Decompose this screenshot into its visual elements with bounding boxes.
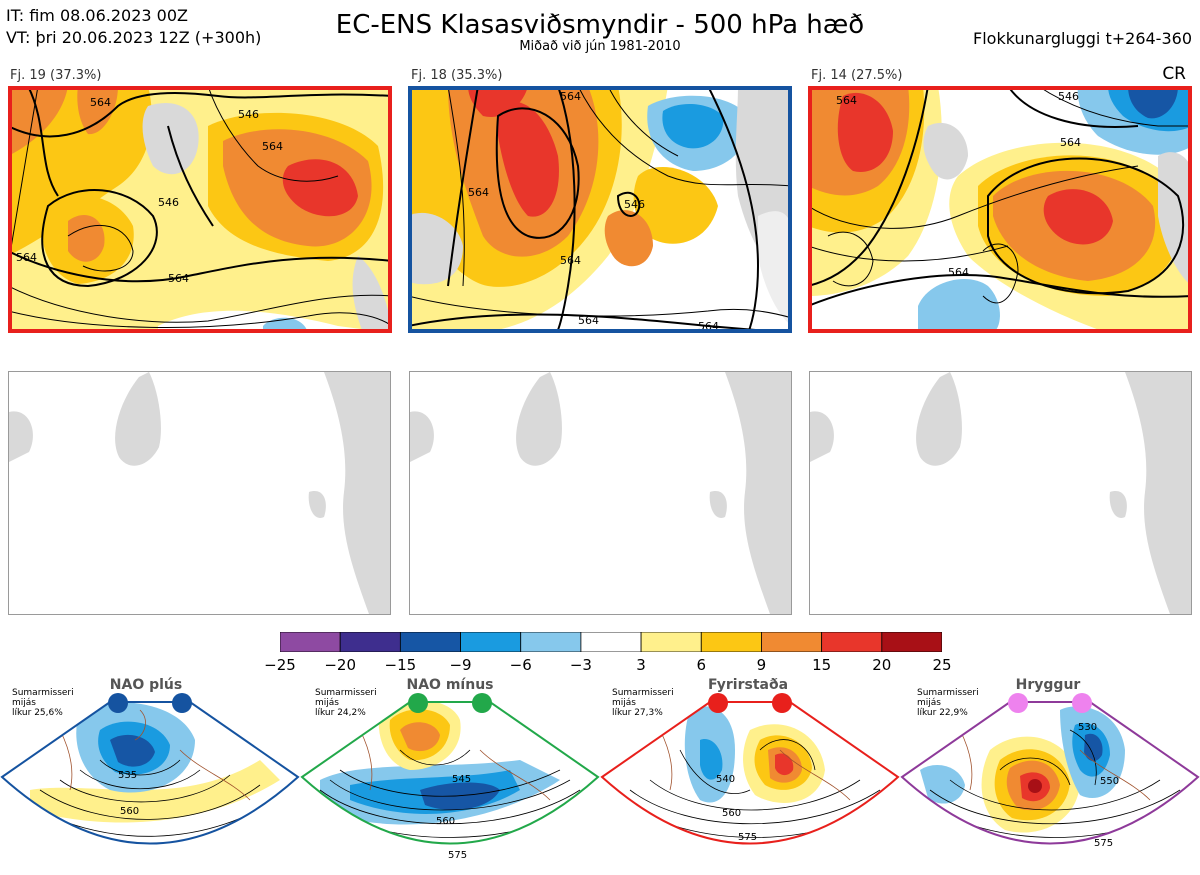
colorbar-swatch xyxy=(279,631,341,653)
empty-map-1 xyxy=(8,371,391,615)
regime-2-contour-label: 560 xyxy=(436,816,455,827)
regime-marker-dot xyxy=(1008,693,1028,713)
colorbar-tick-label: −25 xyxy=(264,656,296,674)
regime-3-note: Sumarmisseri mijás líkur 27,3% xyxy=(612,688,674,718)
regime-row: 535 560 545 560 575 xyxy=(0,690,1200,871)
regime-marker-dot xyxy=(172,693,192,713)
regime-note-line: mijás xyxy=(612,698,636,708)
panel-3-tag: CR xyxy=(1162,64,1186,84)
regime-note-line: líkur 24,2% xyxy=(315,708,366,718)
page-title: EC-ENS Klasasviðsmyndir - 500 hPa hæð xyxy=(335,10,865,40)
colorbar-tick-label: 3 xyxy=(636,656,646,674)
panel-1-contour-label: 564 xyxy=(168,272,189,285)
regime-marker-dot xyxy=(108,693,128,713)
colorbar-swatch xyxy=(821,631,883,653)
colorbar-tick-label: −3 xyxy=(569,656,592,674)
regime-3-contour-label: 575 xyxy=(738,832,757,843)
regime-1-contour-label: 560 xyxy=(120,806,139,817)
regime-note-line: mijás xyxy=(315,698,339,708)
header-info: IT: fim 08.06.2023 00Z VT: þri 20.06.202… xyxy=(6,5,261,49)
colorbar-swatch xyxy=(460,631,522,653)
regime-marker-dot xyxy=(1072,693,1092,713)
panel-1-contour-label: 564 xyxy=(90,96,111,109)
cluster-map-1[interactable]: 546 564 546 564 564 564 xyxy=(8,86,392,333)
regime-marker-dot xyxy=(708,693,728,713)
panel-2-frame xyxy=(408,86,792,333)
colorbar-swatch xyxy=(520,631,582,653)
colorbar-swatch xyxy=(580,631,642,653)
regime-note-line: líkur 27,3% xyxy=(612,708,663,718)
panel-2-contour-label: 564 xyxy=(560,90,581,103)
cluster-map-3[interactable]: 564 546 564 564 xyxy=(808,86,1192,333)
colorbar-tick-label: −6 xyxy=(509,656,532,674)
regime-1-note: Sumarmisseri mijás líkur 25,6% xyxy=(12,688,74,718)
panel-3-frame xyxy=(808,86,1192,333)
panel-2-contour-label: 564 xyxy=(468,186,489,199)
empty-map-3 xyxy=(809,371,1192,615)
panel-1-label: Fj. 19 (37.3%) xyxy=(10,68,102,83)
regime-4-contour-label: 530 xyxy=(1078,722,1097,733)
colorbar-swatch xyxy=(761,631,823,653)
init-time: IT: fim 08.06.2023 00Z xyxy=(6,6,188,25)
colorbar-tick-label: −15 xyxy=(384,656,417,674)
regime-note-line: mijás xyxy=(12,698,36,708)
regime-marker-dot xyxy=(472,693,492,713)
regime-2-contour-label: 545 xyxy=(452,774,471,785)
regime-note-line: líkur 25,6% xyxy=(12,708,63,718)
regime-3-contour-label: 540 xyxy=(716,774,735,785)
cluster-map-2[interactable]: 564 564 564 546 564 564 xyxy=(408,86,792,333)
regime-2-contour-label: 575 xyxy=(448,850,467,861)
colorbar-tick-label: 15 xyxy=(812,656,832,674)
colorbar-tick-label: 25 xyxy=(932,656,952,674)
page-subtitle: Miðað við jún 1981-2010 xyxy=(519,39,681,54)
colorbar xyxy=(279,631,943,653)
panel-3-label: Fj. 14 (27.5%) xyxy=(811,68,903,83)
regime-note-line: líkur 22,9% xyxy=(917,708,968,718)
regime-2-note: Sumarmisseri mijás líkur 24,2% xyxy=(315,688,377,718)
colorbar-tick-label: 20 xyxy=(872,656,892,674)
colorbar-swatch xyxy=(881,631,943,653)
panel-2-contour-label: 564 xyxy=(560,254,581,267)
colorbar-swatch xyxy=(399,631,461,653)
regime-note-line: Sumarmisseri xyxy=(12,688,74,698)
regime-marker-dot xyxy=(408,693,428,713)
panel-3-contour-label: 564 xyxy=(836,94,857,107)
panel-1-frame xyxy=(8,86,392,333)
colorbar-tick-label: −20 xyxy=(324,656,356,674)
regime-1-contour-label: 535 xyxy=(118,770,137,781)
regime-marker-dot xyxy=(772,693,792,713)
regime-4-title: Hryggur xyxy=(1015,677,1081,693)
regime-3-title: Fyrirstaða xyxy=(707,677,789,693)
regime-3-contour-label: 560 xyxy=(722,808,741,819)
panel-3-contour-label: 564 xyxy=(1060,136,1081,149)
valid-time: VT: þri 20.06.2023 12Z (+300h) xyxy=(6,28,262,47)
regime-1-title: NAO plús xyxy=(109,677,183,693)
colorbar-swatches xyxy=(279,631,943,653)
colorbar-swatch xyxy=(640,631,702,653)
regime-note-line: Sumarmisseri xyxy=(917,688,979,698)
regime-note-line: Sumarmisseri xyxy=(315,688,377,698)
classification-window: Flokkunargluggi t+264-360 xyxy=(973,29,1192,48)
panel-2-contour-label: 564 xyxy=(578,314,599,327)
panel-1-contour-label: 546 xyxy=(238,108,259,121)
colorbar-swatch xyxy=(339,631,401,653)
panel-3-contour-label: 546 xyxy=(1058,90,1079,103)
colorbar-tick-label: 6 xyxy=(696,656,707,674)
panel-2-contour-label: 546 xyxy=(624,198,645,211)
colorbar-tick-label: 9 xyxy=(756,656,767,674)
panel-1-contour-label: 564 xyxy=(16,251,37,264)
empty-map-2 xyxy=(409,371,792,615)
regime-4-contour-label: 550 xyxy=(1100,776,1119,787)
panel-1-contour-label: 546 xyxy=(158,196,179,209)
regime-4-note: Sumarmisseri mijás líkur 22,9% xyxy=(917,688,979,718)
regime-2-title: NAO mínus xyxy=(406,677,494,693)
colorbar-tick-label: −9 xyxy=(449,656,472,674)
regime-4-contour-label: 575 xyxy=(1094,838,1113,849)
panel-1-contour-label: 564 xyxy=(262,140,283,153)
panel-2-label: Fj. 18 (35.3%) xyxy=(411,68,503,83)
panel-3-contour-label: 564 xyxy=(948,266,969,279)
regime-note-line: Sumarmisseri xyxy=(612,688,674,698)
regime-note-line: mijás xyxy=(917,698,941,708)
colorbar-swatch xyxy=(700,631,762,653)
